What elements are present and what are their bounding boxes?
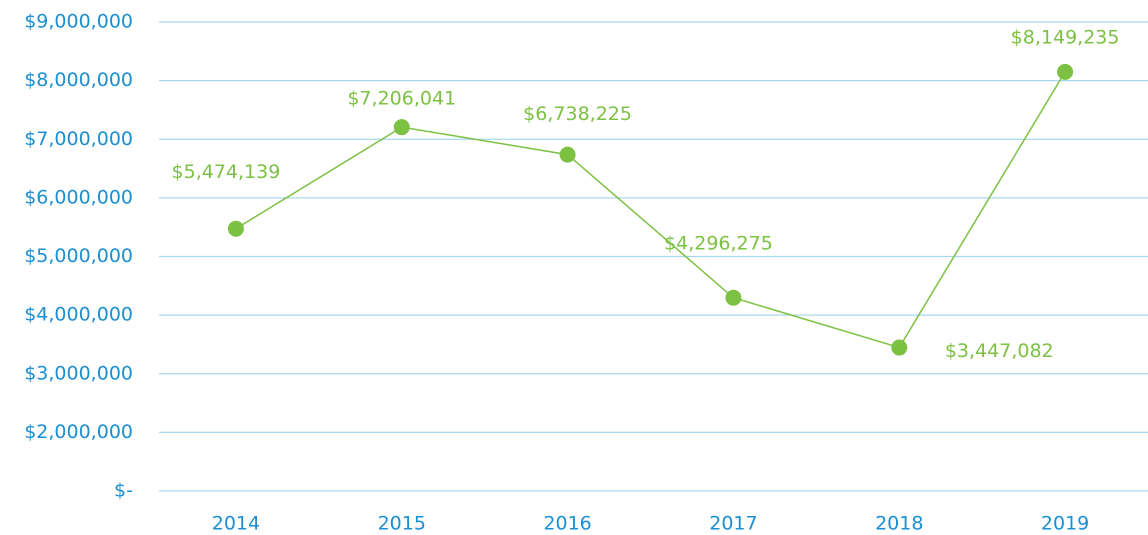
y-tick-label: $- bbox=[114, 480, 133, 502]
y-tick-label: $7,000,000 bbox=[24, 128, 133, 150]
point bbox=[394, 119, 410, 135]
value-label: $8,149,235 bbox=[1011, 26, 1120, 48]
point bbox=[1057, 64, 1073, 80]
value-label: $4,296,275 bbox=[664, 232, 773, 254]
y-tick-label: $6,000,000 bbox=[24, 186, 133, 208]
y-tick-label: $9,000,000 bbox=[24, 11, 133, 33]
y-tick-label: $2,000,000 bbox=[24, 421, 133, 443]
point bbox=[891, 340, 907, 356]
value-label: $6,738,225 bbox=[523, 103, 632, 125]
y-tick-label: $4,000,000 bbox=[24, 304, 133, 326]
y-tick-label: $8,000,000 bbox=[24, 69, 133, 91]
y-tick-label: $5,000,000 bbox=[24, 245, 133, 267]
y-tick-label: $3,000,000 bbox=[24, 362, 133, 384]
value-label: $7,206,041 bbox=[347, 88, 456, 110]
point bbox=[228, 221, 244, 237]
x-tick-label: 2015 bbox=[378, 513, 426, 535]
point bbox=[725, 290, 741, 306]
x-tick-label: 2016 bbox=[543, 513, 591, 535]
chart: $- $2,000,000 $3,000,000 $4,000,000 $5,000,0… bbox=[0, 0, 1148, 535]
value-label: $3,447,082 bbox=[945, 340, 1054, 362]
value-label: $5,474,139 bbox=[172, 161, 281, 183]
x-tick-label: 2018 bbox=[875, 513, 923, 535]
page: {"chart_data": {"type": "line", "categor… bbox=[0, 0, 1148, 535]
x-tick-label: 2017 bbox=[709, 513, 757, 535]
x-tick-label: 2019 bbox=[1041, 513, 1089, 535]
line-series bbox=[236, 72, 1065, 348]
x-tick-label: 2014 bbox=[212, 513, 260, 535]
point bbox=[560, 147, 576, 163]
